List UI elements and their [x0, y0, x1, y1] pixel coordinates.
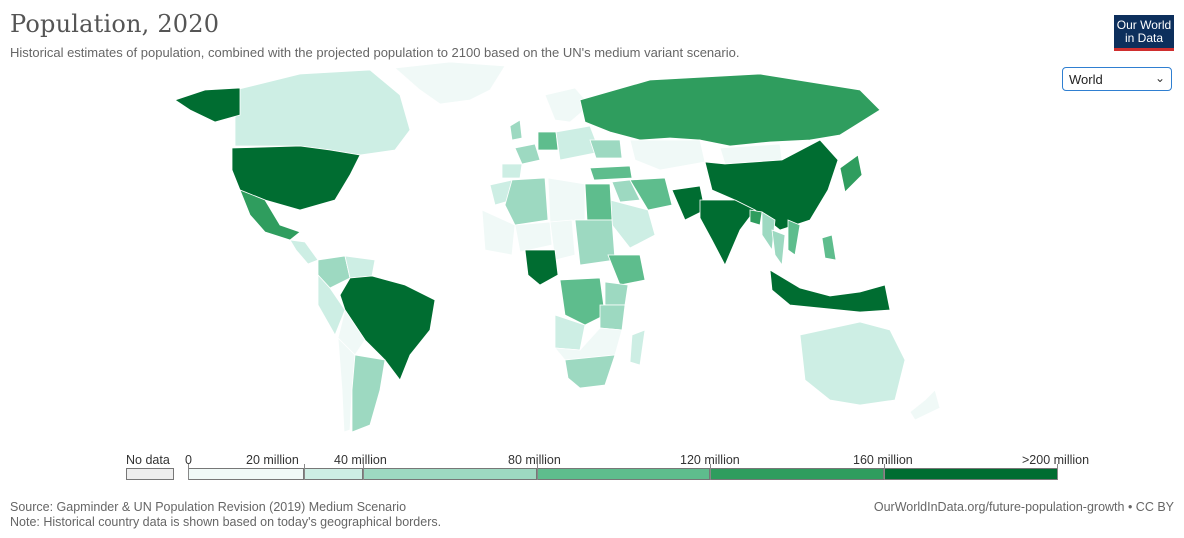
chart-subtitle: Historical estimates of population, comb…: [10, 45, 740, 60]
map-legend: No data 0 20 million 40 million 80 milli…: [0, 450, 1184, 490]
legend-no-data-swatch: [126, 468, 174, 480]
legend-label-0: 0: [185, 453, 192, 467]
legend-tick: [304, 464, 305, 480]
country-iran[interactable]: [629, 177, 673, 211]
country-tanzania[interactable]: [599, 304, 626, 331]
legend-label-160m: 160 million: [853, 453, 913, 467]
legend-bin-40-80: [363, 468, 537, 480]
country-alaska[interactable]: [174, 87, 241, 123]
legend-label-20m: 20 million: [246, 453, 299, 467]
legend-tick: [710, 464, 711, 480]
legend-label-40m: 40 million: [334, 453, 387, 467]
country-south-africa[interactable]: [564, 354, 616, 389]
country-egypt[interactable]: [584, 183, 613, 221]
country-greenland[interactable]: [394, 61, 506, 105]
legend-tick: [1057, 464, 1058, 480]
region-select[interactable]: World ⌄: [1062, 67, 1172, 91]
legend-label-200m: >200 million: [1022, 453, 1090, 467]
legend-tick: [363, 464, 364, 480]
country-uk[interactable]: [509, 119, 523, 141]
country-libya[interactable]: [547, 177, 586, 223]
owid-logo[interactable]: Our World in Data: [1114, 15, 1174, 51]
source-note: Source: Gapminder & UN Population Revisi…: [10, 500, 407, 514]
country-france[interactable]: [514, 143, 541, 165]
country-ukraine[interactable]: [589, 139, 623, 159]
country-germany[interactable]: [537, 131, 559, 151]
chevron-down-icon: ⌄: [1154, 71, 1165, 85]
country-dr-congo[interactable]: [559, 277, 606, 326]
country-iraq[interactable]: [611, 179, 641, 203]
country-algeria[interactable]: [504, 177, 549, 226]
country-chad[interactable]: [549, 219, 576, 261]
logo-stripe: [1114, 48, 1174, 51]
legend-label-80m: 80 million: [508, 453, 561, 467]
country-mali[interactable]: [481, 209, 516, 256]
country-venezuela[interactable]: [344, 255, 376, 279]
legend-label-120m: 120 million: [680, 453, 740, 467]
country-myanmar[interactable]: [761, 211, 776, 252]
country-philippines[interactable]: [821, 234, 837, 261]
country-scandinavia[interactable]: [544, 87, 591, 123]
legend-bin-20-40: [304, 468, 363, 480]
country-vietnam[interactable]: [787, 219, 801, 256]
country-central-america[interactable]: [289, 239, 319, 265]
country-niger[interactable]: [514, 221, 553, 253]
country-russia[interactable]: [579, 73, 881, 147]
country-argentina[interactable]: [351, 354, 386, 433]
country-australia[interactable]: [799, 321, 906, 406]
country-china[interactable]: [704, 139, 839, 231]
legend-bin-80-120: [537, 468, 710, 480]
country-new-zealand[interactable]: [909, 389, 941, 421]
country-india[interactable]: [699, 199, 756, 266]
country-japan[interactable]: [839, 154, 863, 193]
country-kenya[interactable]: [604, 281, 629, 306]
legend-bin-120-160: [710, 468, 884, 480]
country-spain[interactable]: [501, 163, 523, 179]
legend-bin-160-200: [884, 468, 1058, 480]
country-kazakhstan[interactable]: [629, 139, 706, 171]
legend-tick: [884, 464, 885, 480]
region-select-value: World: [1069, 72, 1103, 87]
country-ethiopia[interactable]: [607, 254, 646, 286]
country-madagascar[interactable]: [629, 329, 646, 366]
logo-line-1: Our World: [1116, 18, 1172, 32]
country-mexico[interactable]: [239, 189, 301, 241]
country-bangladesh[interactable]: [749, 209, 763, 226]
country-turkey[interactable]: [589, 165, 633, 181]
legend-tick: [188, 464, 189, 480]
world-map: [174, 61, 941, 433]
country-peru[interactable]: [317, 273, 346, 336]
legend-no-data-label: No data: [126, 453, 170, 467]
country-colombia[interactable]: [317, 255, 351, 289]
chart-title: Population, 2020: [10, 10, 220, 38]
legend-tick: [537, 464, 538, 480]
legend-bin-0-20: [188, 468, 304, 480]
country-united-states[interactable]: [231, 145, 361, 211]
source-url-link[interactable]: OurWorldInData.org/future-population-gro…: [873, 500, 1174, 514]
logo-line-2: in Data: [1124, 31, 1164, 45]
country-nigeria[interactable]: [524, 249, 559, 286]
geography-note: Note: Historical country data is shown b…: [10, 515, 442, 529]
country-indonesia[interactable]: [769, 269, 891, 313]
country-thailand[interactable]: [771, 229, 786, 267]
country-canada[interactable]: [234, 69, 411, 156]
country-brazil[interactable]: [339, 275, 436, 381]
